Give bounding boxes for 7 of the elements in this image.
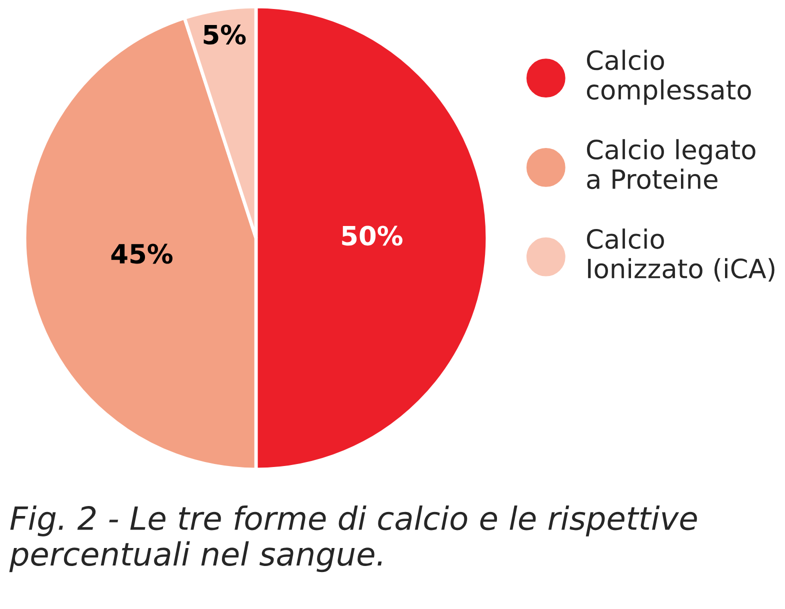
data-label: 45% (111, 244, 172, 264)
data-label: 50% (342, 226, 402, 246)
legend-label: Calcio legato a Proteine (586, 139, 756, 190)
caption: Fig. 2 - Le tre forme di calcio e le rispettive percentuali nel sangue. (9, 505, 697, 572)
legend-label: Calcio Ionizzato (iCA) (586, 228, 774, 282)
data-label: 5% (204, 24, 246, 45)
legend-label: Calcio complessato (586, 50, 751, 105)
